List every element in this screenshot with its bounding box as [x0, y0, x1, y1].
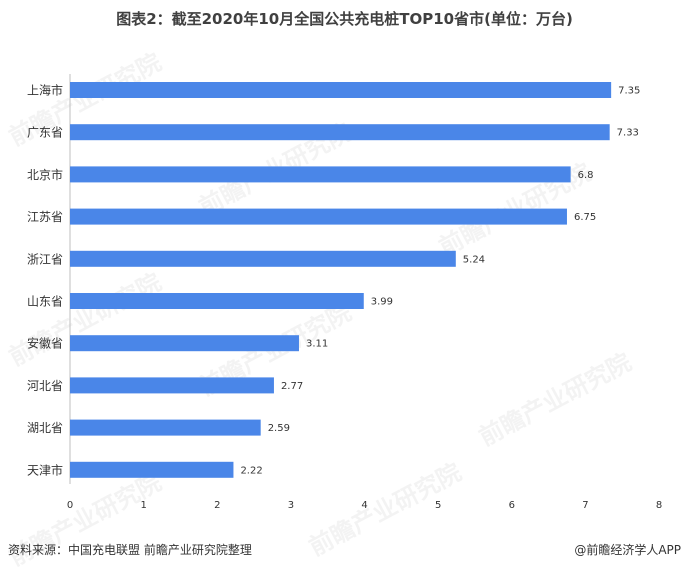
bar — [70, 377, 274, 394]
bar — [70, 82, 612, 98]
x-tick-label: 4 — [361, 500, 367, 511]
x-tick-label: 3 — [288, 500, 294, 511]
category-label: 河北省 — [27, 379, 63, 393]
data-label: 6.8 — [578, 170, 594, 181]
category-label: 上海市 — [27, 83, 63, 98]
category-label: 湖北省 — [27, 420, 63, 435]
data-label: 2.59 — [268, 423, 290, 434]
category-label: 广东省 — [27, 126, 63, 140]
credit-note: @前瞻经济学人APP — [574, 543, 681, 557]
bar — [70, 419, 261, 436]
x-tick-label: 2 — [214, 500, 220, 511]
x-tick-label: 7 — [582, 500, 588, 511]
data-label: 7.35 — [618, 86, 640, 97]
category-label: 山东省 — [27, 295, 63, 309]
category-label: 江苏省 — [27, 210, 63, 224]
data-label: 2.77 — [281, 381, 303, 392]
bar — [70, 461, 234, 478]
category-label: 北京市 — [27, 167, 63, 182]
data-label: 7.33 — [617, 128, 639, 139]
bar — [70, 250, 456, 267]
x-tick-label: 6 — [509, 500, 515, 511]
source-note: 资料来源：中国充电联盟 前瞻产业研究院整理 — [8, 543, 252, 557]
bar — [70, 166, 571, 183]
data-label: 2.22 — [240, 465, 262, 476]
data-label: 5.24 — [463, 254, 485, 265]
category-label: 天津市 — [27, 462, 63, 477]
bar — [70, 124, 610, 141]
bar — [70, 208, 567, 225]
category-label: 安徽省 — [27, 336, 63, 351]
bar — [70, 335, 299, 352]
x-tick-label: 8 — [656, 500, 662, 511]
category-label: 浙江省 — [27, 252, 63, 266]
bar — [70, 293, 364, 309]
chart-title: 图表2：截至2020年10月全国公共充电桩TOP10省市(单位：万台) — [116, 10, 573, 28]
x-tick-label: 5 — [435, 500, 441, 511]
x-tick-label: 1 — [140, 500, 146, 511]
data-label: 6.75 — [574, 212, 596, 223]
data-label: 3.99 — [371, 297, 393, 308]
data-label: 3.11 — [306, 339, 328, 350]
x-tick-label: 0 — [67, 500, 73, 511]
